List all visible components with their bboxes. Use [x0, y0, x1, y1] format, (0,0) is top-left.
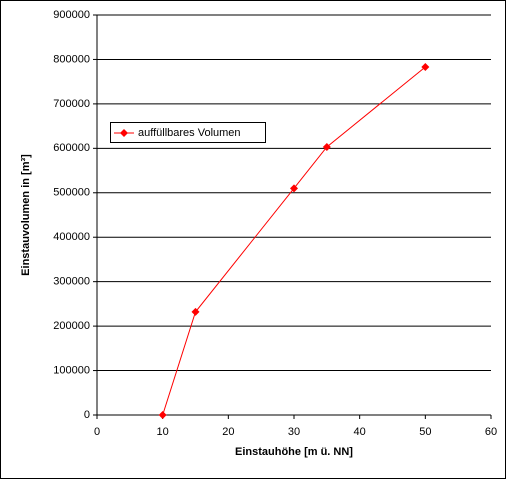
y-axis-title: Einstauvolumen in [m³] — [20, 154, 32, 276]
y-tick-label: 300000 — [53, 276, 90, 288]
x-axis-title: Einstauhöhe [m ü. NN] — [235, 446, 353, 458]
x-tick-label: 0 — [94, 426, 100, 438]
y-tick-label: 200000 — [53, 320, 90, 332]
marker — [158, 411, 167, 419]
y-tick-label: 900000 — [53, 9, 90, 21]
legend-label: auffüllbares Volumen — [138, 127, 241, 139]
y-tick-label: 600000 — [53, 142, 90, 154]
y-tick-label: 400000 — [53, 231, 90, 243]
legend-marker — [120, 129, 128, 137]
y-tick-label: 700000 — [53, 98, 90, 110]
marker — [322, 143, 331, 151]
marker — [191, 307, 200, 316]
x-tick-label: 10 — [157, 426, 169, 438]
x-tick-label: 50 — [419, 426, 431, 438]
x-tick-label: 40 — [354, 426, 366, 438]
x-tick-label: 30 — [288, 426, 300, 438]
y-tick-label: 0 — [84, 409, 90, 421]
y-tick-label: 500000 — [53, 187, 90, 199]
x-tick-label: 20 — [222, 426, 234, 438]
marker — [421, 63, 430, 71]
y-tick-label: 800000 — [53, 53, 90, 65]
legend-box — [110, 122, 266, 143]
marker — [290, 184, 298, 193]
y-tick-label: 100000 — [53, 364, 90, 376]
x-tick-label: 60 — [485, 426, 497, 438]
